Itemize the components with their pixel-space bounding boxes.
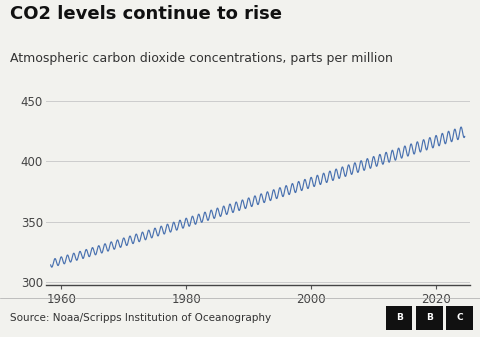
Text: B: B bbox=[396, 313, 403, 322]
Bar bbox=[446, 306, 473, 330]
Text: B: B bbox=[426, 313, 433, 322]
Bar bbox=[386, 306, 412, 330]
Text: Source: Noaa/Scripps Institution of Oceanography: Source: Noaa/Scripps Institution of Ocea… bbox=[10, 313, 271, 323]
Text: Atmospheric carbon dioxide concentrations, parts per million: Atmospheric carbon dioxide concentration… bbox=[10, 52, 393, 65]
Text: C: C bbox=[456, 313, 463, 322]
Text: CO2 levels continue to rise: CO2 levels continue to rise bbox=[10, 5, 282, 23]
Bar bbox=[416, 306, 443, 330]
